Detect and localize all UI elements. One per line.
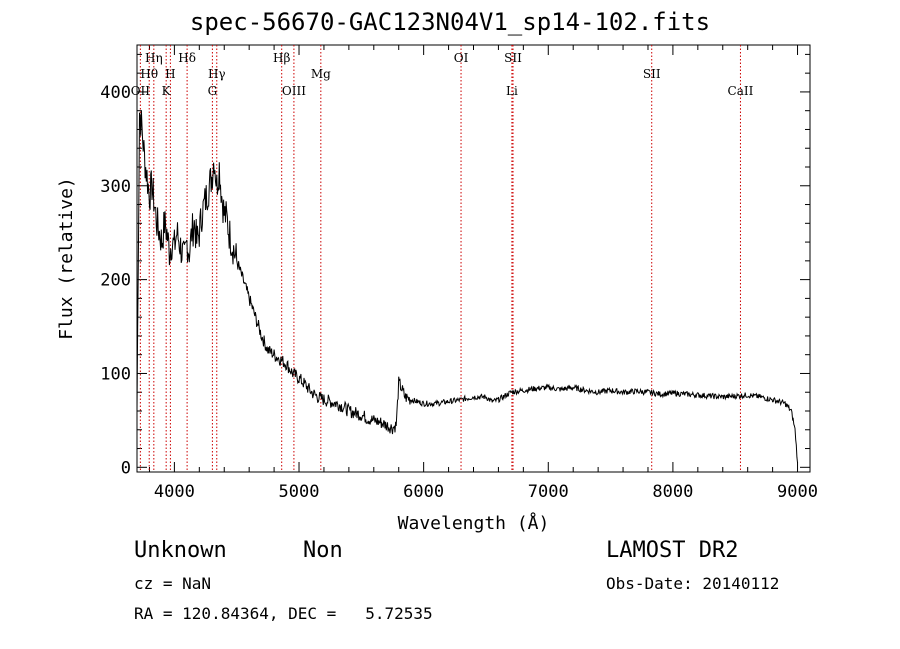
line-marker-label: OI <box>454 51 469 65</box>
line-marker-label: H <box>165 67 175 81</box>
line-marker-label: Hη <box>145 51 163 65</box>
x-tick-label: 5000 <box>279 482 320 502</box>
y-tick-label: 0 <box>121 458 131 478</box>
line-marker-label: CaII <box>728 84 754 98</box>
y-tick-label: 100 <box>100 364 131 384</box>
x-tick-label: 8000 <box>652 482 693 502</box>
line-marker-label: Mg <box>311 67 331 81</box>
spectrum-line <box>136 110 798 463</box>
x-tick-label: 9000 <box>777 482 818 502</box>
plot-frame <box>136 44 811 473</box>
y-tick-label: 300 <box>100 177 131 197</box>
cz-label: cz = NaN <box>134 574 212 593</box>
survey-label: LAMOST DR2 <box>606 538 739 563</box>
plot-axes: Wavelength (Å) Flux (relative) <box>56 44 811 534</box>
x-tick-label: 7000 <box>528 482 569 502</box>
line-marker-label: SII <box>643 67 661 81</box>
axis-ticks: 4000 5000 6000 7000 8000 9000 0 100 200 300 400 <box>100 45 818 502</box>
line-marker-label: OII <box>131 84 151 98</box>
line-marker-label: Hδ <box>178 51 196 65</box>
y-axis-label: Flux (relative) <box>56 177 77 340</box>
subclass-label: Non <box>303 538 343 563</box>
chart-title: spec-56670-GAC123N04V1_sp14-102.fits <box>189 8 711 36</box>
line-marker-label: OIII <box>282 84 306 98</box>
obs-date-label: Obs-Date: 20140112 <box>606 574 780 593</box>
radec-label: RA = 120.84364, DEC = 5.72535 <box>134 604 433 623</box>
x-tick-label: 6000 <box>403 482 444 502</box>
line-marker-label: G <box>208 84 218 98</box>
line-marker-label: K <box>162 84 172 98</box>
class-label: Unknown <box>134 538 227 563</box>
line-marker-label: SII <box>504 51 522 65</box>
line-markers: Hη Hθ OII HK Hδ Hγ G Hβ OIII Mg OI SII Li SII CaII <box>131 45 754 472</box>
line-marker-label: Hβ <box>273 51 290 65</box>
line-marker-label: Li <box>506 84 518 98</box>
x-tick-label: 4000 <box>154 482 195 502</box>
x-axis-label: Wavelength (Å) <box>398 512 550 534</box>
line-marker-label: Hθ <box>140 67 158 81</box>
y-tick-label: 400 <box>100 83 131 103</box>
y-tick-label: 200 <box>100 271 131 291</box>
line-marker-label: Hγ <box>208 67 226 81</box>
